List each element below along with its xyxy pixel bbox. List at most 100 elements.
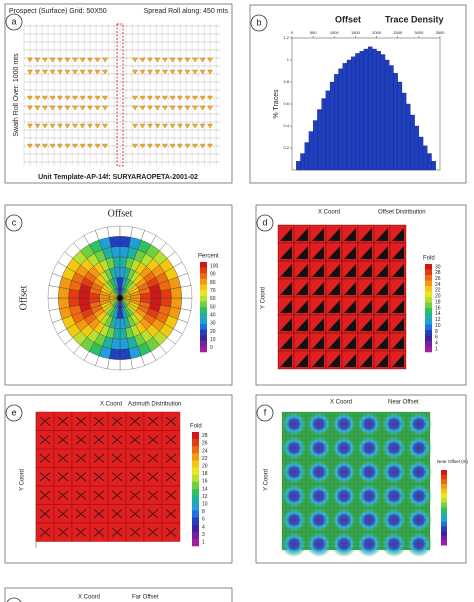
receiver xyxy=(87,95,93,101)
bar xyxy=(363,48,369,171)
offset-wedge xyxy=(280,354,292,367)
y-tick-label: 0.4 xyxy=(283,123,289,128)
bar xyxy=(431,161,436,171)
bar xyxy=(329,81,335,171)
azimuth-mark xyxy=(93,527,105,537)
legend-swatch xyxy=(441,484,447,490)
offset-wedge xyxy=(392,336,404,349)
legend-swatch xyxy=(200,340,207,347)
receiver xyxy=(102,95,108,101)
bar xyxy=(384,59,390,171)
receiver xyxy=(42,105,48,111)
legend-swatch xyxy=(200,301,207,308)
receiver xyxy=(207,95,213,101)
offset-wedge xyxy=(296,336,308,349)
title: Offset Distribution xyxy=(378,210,426,216)
legend-swatch xyxy=(441,540,447,546)
x-tick-label: 500 xyxy=(310,30,317,35)
azimuth-mark xyxy=(93,472,105,482)
offset-wedge xyxy=(360,300,372,313)
azimuth-mark xyxy=(111,527,123,537)
legend-label: 30 xyxy=(210,321,216,327)
azimuth-mark xyxy=(57,472,69,482)
receiver xyxy=(94,57,101,63)
receiver xyxy=(169,123,176,129)
legend-label: 20 xyxy=(210,329,216,335)
azimuth-mark xyxy=(93,453,105,463)
receiver xyxy=(132,69,138,75)
bar xyxy=(401,92,407,171)
receiver xyxy=(34,57,41,63)
receiver xyxy=(169,57,176,63)
legend-swatch xyxy=(441,474,447,480)
panel-frame xyxy=(4,587,233,602)
azimuth-mark xyxy=(147,416,159,426)
offset-wedge xyxy=(360,354,372,367)
bar xyxy=(351,56,356,171)
azimuth-mark xyxy=(147,527,159,537)
receiver xyxy=(49,95,56,101)
receiver xyxy=(27,105,33,111)
bar xyxy=(321,98,326,171)
bar xyxy=(410,114,415,171)
receiver xyxy=(64,57,71,63)
panel-label-circle xyxy=(256,404,274,422)
legend-swatch xyxy=(192,510,199,518)
offset-wedge xyxy=(344,282,356,295)
azimuth-mark xyxy=(165,435,177,445)
x-tick-label: 1000 xyxy=(330,30,340,35)
legend-swatch xyxy=(192,524,199,533)
legend-swatch xyxy=(425,313,432,320)
receiver xyxy=(177,123,183,129)
azimuth-mark xyxy=(57,509,69,519)
legend-swatch xyxy=(200,335,207,342)
panel-label-circle xyxy=(5,214,23,232)
receiver xyxy=(132,57,138,63)
rose-cell xyxy=(119,358,133,371)
y-label: % Traces xyxy=(273,89,280,119)
bar xyxy=(342,63,348,171)
azimuth-mark xyxy=(57,416,69,426)
receiver xyxy=(34,95,41,101)
legend-swatch xyxy=(425,346,432,353)
legend-title: Percent xyxy=(198,254,219,260)
legend-swatch xyxy=(441,493,447,499)
receiver xyxy=(132,123,138,129)
receiver xyxy=(27,143,33,149)
receiver xyxy=(49,105,56,111)
offset-wedge xyxy=(360,318,372,331)
legend-swatch xyxy=(441,521,447,527)
source-line xyxy=(116,23,124,167)
offset-wedge xyxy=(392,300,404,313)
legend-label: 3 xyxy=(202,532,205,538)
azimuth-mark xyxy=(39,509,51,519)
legend-swatch xyxy=(192,474,199,483)
receiver xyxy=(139,123,146,129)
field xyxy=(282,412,430,550)
receiver xyxy=(147,69,153,75)
receiver xyxy=(147,95,153,101)
receiver xyxy=(49,123,56,129)
azimuth-mark xyxy=(129,509,141,519)
receiver xyxy=(57,105,63,111)
azimuth-mark xyxy=(111,490,123,500)
panel-frame xyxy=(255,204,467,386)
legend-swatch xyxy=(441,512,447,518)
azimuth-mark xyxy=(39,472,51,482)
azimuth-mark xyxy=(93,416,105,426)
receiver xyxy=(72,69,78,75)
legend-swatch xyxy=(192,517,199,525)
azimuth-mark xyxy=(165,472,177,482)
receiver xyxy=(169,95,176,101)
receiver xyxy=(147,143,153,149)
legend-label: 4 xyxy=(202,524,205,530)
y-tick-label: 0.8 xyxy=(283,79,289,84)
y-label: Offset xyxy=(18,285,29,310)
azimuth-mark xyxy=(147,435,159,445)
offset-wedge xyxy=(344,300,356,313)
azimuth-mark xyxy=(75,435,87,445)
offset-wedge xyxy=(328,282,340,295)
receiver xyxy=(64,123,71,129)
receiver xyxy=(49,69,56,75)
receiver xyxy=(57,57,63,63)
